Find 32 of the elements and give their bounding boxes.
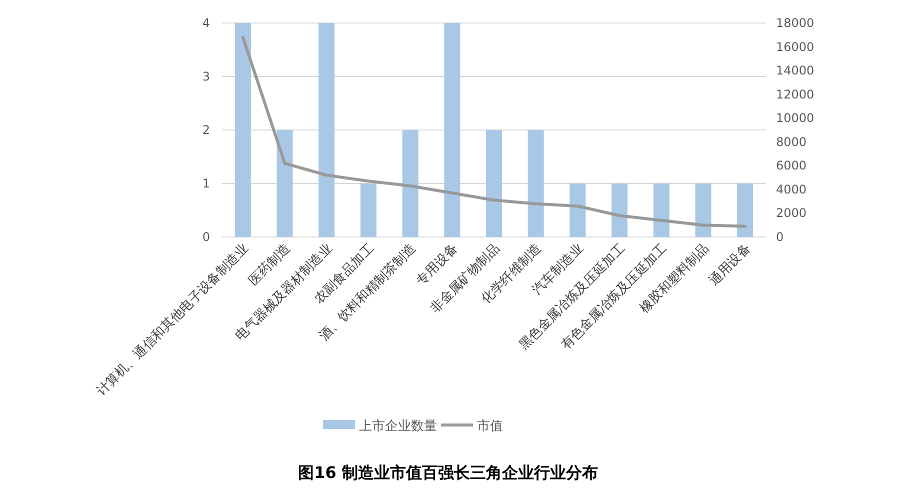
bar bbox=[318, 23, 335, 237]
y2-tick-label: 8000 bbox=[776, 134, 807, 149]
legend-label: 上市企业数量 bbox=[359, 419, 437, 434]
y2-tick-label: 18000 bbox=[776, 16, 814, 30]
y2-tick-label: 10000 bbox=[776, 111, 814, 126]
text: 图16 制造业市值百强长三角企业行业分布 bbox=[298, 463, 598, 482]
bar bbox=[737, 184, 754, 237]
bar bbox=[612, 184, 628, 237]
y-tick-label: 1 bbox=[202, 176, 210, 190]
y2-tick-label: 12000 bbox=[776, 87, 814, 102]
y-tick-label: 3 bbox=[202, 70, 210, 84]
bar bbox=[360, 184, 376, 237]
bar bbox=[695, 184, 712, 237]
y2-tick-label: 2000 bbox=[776, 206, 807, 220]
bar bbox=[528, 130, 544, 237]
line-series bbox=[241, 36, 747, 228]
bar bbox=[276, 130, 293, 237]
y2-tick-label: 4000 bbox=[776, 182, 807, 196]
bar bbox=[570, 184, 586, 237]
bar bbox=[653, 184, 670, 237]
bar bbox=[234, 23, 251, 237]
legend-label: 市值 bbox=[477, 419, 503, 434]
y2-tick-label: 6000 bbox=[776, 158, 807, 173]
bar bbox=[402, 130, 418, 237]
y-tick-label: 0 bbox=[202, 230, 210, 244]
y2-tick-label: 0 bbox=[776, 230, 784, 244]
y2-tick-label: 14000 bbox=[776, 64, 814, 78]
y-tick-label: 2 bbox=[202, 123, 210, 137]
bar bbox=[486, 130, 502, 237]
y2-tick-label: 16000 bbox=[776, 40, 814, 54]
y-tick-label: 4 bbox=[202, 16, 210, 30]
bar bbox=[444, 23, 460, 237]
